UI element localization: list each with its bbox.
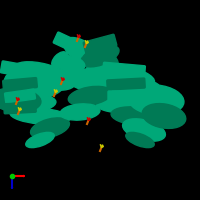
Ellipse shape	[26, 132, 54, 148]
Ellipse shape	[60, 104, 100, 120]
Ellipse shape	[81, 45, 119, 67]
Ellipse shape	[126, 132, 154, 148]
FancyBboxPatch shape	[5, 89, 35, 103]
FancyBboxPatch shape	[3, 78, 37, 90]
FancyBboxPatch shape	[83, 34, 117, 54]
Ellipse shape	[4, 69, 44, 99]
FancyBboxPatch shape	[108, 91, 144, 101]
Ellipse shape	[102, 52, 118, 68]
Ellipse shape	[31, 118, 69, 138]
Ellipse shape	[8, 79, 64, 101]
Ellipse shape	[60, 67, 108, 93]
Ellipse shape	[52, 52, 68, 68]
Ellipse shape	[100, 80, 160, 100]
Ellipse shape	[142, 104, 186, 128]
Ellipse shape	[128, 85, 184, 115]
Ellipse shape	[0, 88, 41, 112]
Ellipse shape	[64, 38, 96, 62]
FancyBboxPatch shape	[107, 78, 145, 90]
Ellipse shape	[10, 108, 70, 124]
Ellipse shape	[13, 62, 75, 90]
Ellipse shape	[55, 56, 85, 72]
FancyBboxPatch shape	[0, 61, 40, 79]
Ellipse shape	[123, 119, 165, 141]
Ellipse shape	[111, 107, 161, 125]
Ellipse shape	[68, 86, 112, 106]
Ellipse shape	[85, 64, 155, 88]
FancyBboxPatch shape	[103, 62, 145, 78]
Ellipse shape	[4, 95, 56, 113]
FancyBboxPatch shape	[53, 32, 87, 56]
Ellipse shape	[96, 95, 152, 113]
FancyBboxPatch shape	[4, 102, 36, 114]
